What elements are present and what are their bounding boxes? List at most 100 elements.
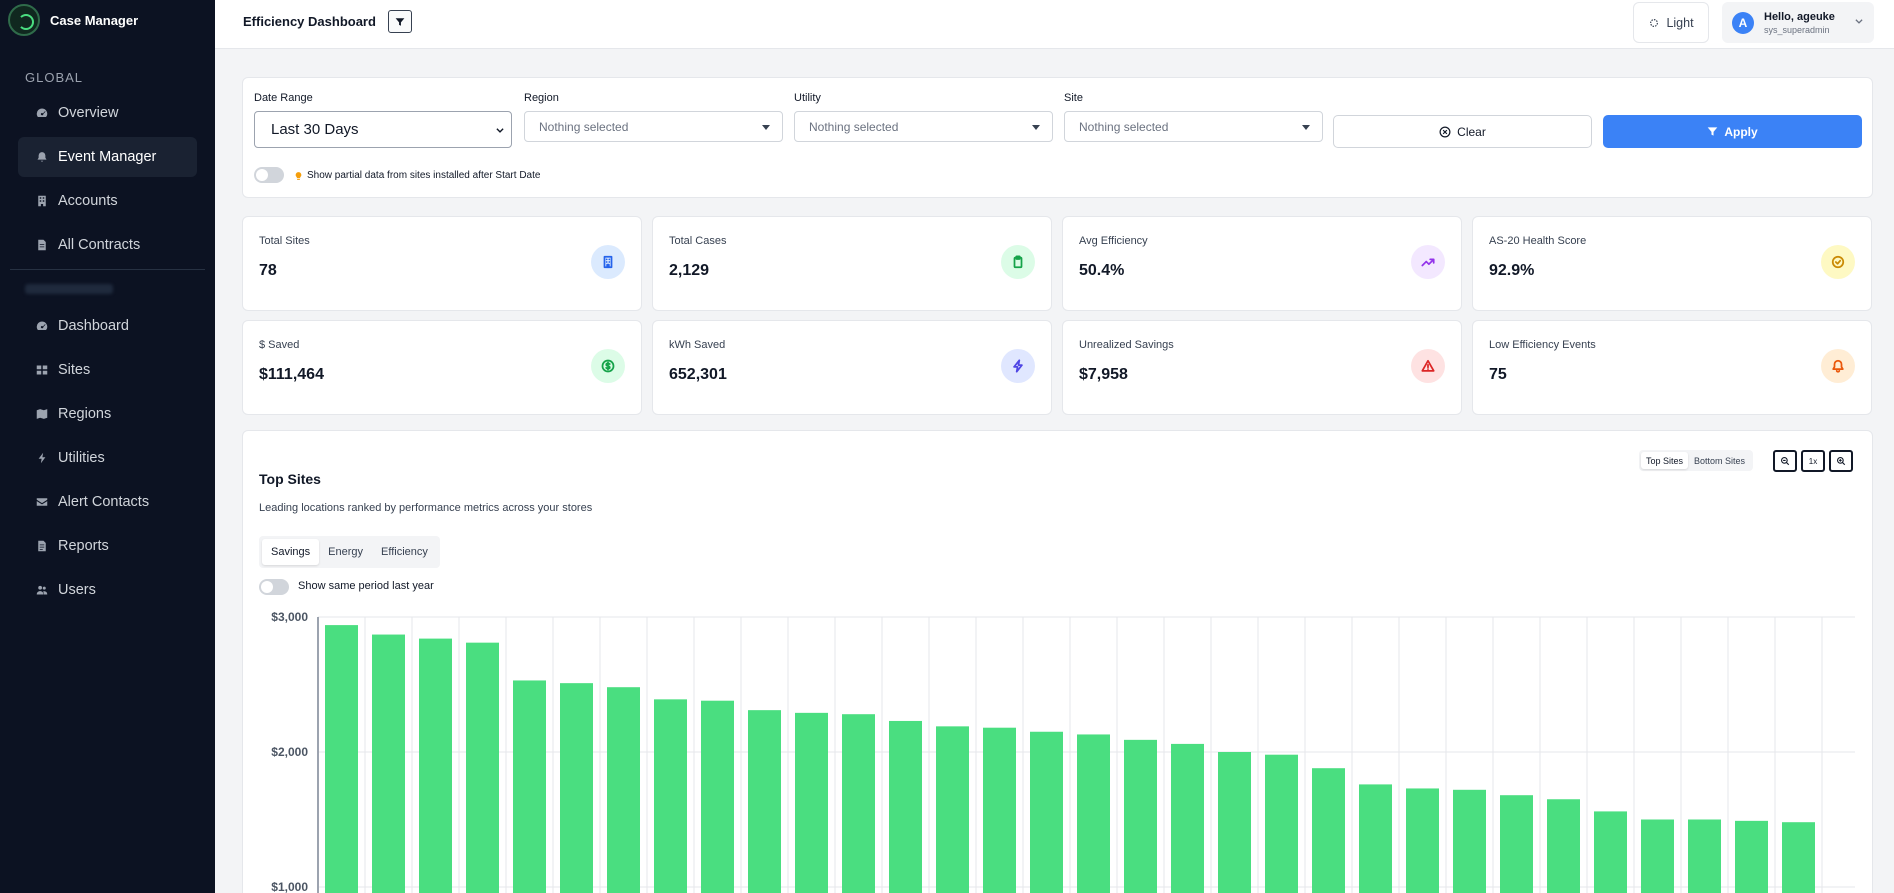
- sidebar-item-label: Reports: [58, 538, 109, 554]
- bar[interactable]: [1547, 799, 1580, 893]
- users-icon: [36, 584, 48, 596]
- sidebar: Case Manager GLOBAL Overview Event Manag…: [0, 0, 215, 893]
- bar[interactable]: [1641, 819, 1674, 893]
- user-menu[interactable]: A Hello, ageuke sys_superadmin: [1722, 2, 1874, 43]
- stat-value: 92.9%: [1489, 262, 1535, 279]
- chart-title: Top Sites: [259, 471, 321, 487]
- org-nav: Dashboard Sites Regions Utilities Alert …: [0, 306, 215, 610]
- sidebar-item-overview[interactable]: Overview: [18, 93, 197, 133]
- bar[interactable]: [654, 699, 687, 893]
- bar[interactable]: [936, 726, 969, 893]
- sidebar-item-label: Sites: [58, 362, 91, 378]
- zoom-in-button[interactable]: [1829, 450, 1853, 472]
- tab-savings[interactable]: Savings: [262, 539, 320, 565]
- sidebar-item-utilities[interactable]: Utilities: [18, 438, 197, 478]
- bar[interactable]: [701, 700, 734, 893]
- region-select[interactable]: Nothing selected: [524, 111, 783, 142]
- partial-data-toggle[interactable]: [254, 167, 284, 183]
- bar[interactable]: [1406, 788, 1439, 893]
- sidebar-item-regions[interactable]: Regions: [18, 394, 197, 434]
- bar[interactable]: [560, 683, 593, 893]
- metric-tabs: Savings Energy Efficiency: [259, 536, 440, 568]
- stat-card-health-score: AS-20 Health Score 92.9%: [1472, 216, 1872, 311]
- savings-bar-chart: $3,000 $2,000 $1,000: [271, 610, 1855, 893]
- bar[interactable]: [1218, 752, 1251, 893]
- bar[interactable]: [1265, 754, 1298, 893]
- sidebar-item-users[interactable]: Users: [18, 570, 197, 610]
- filter-icon: [395, 17, 405, 26]
- y-tick-label: $3,000: [271, 610, 308, 624]
- bar[interactable]: [1171, 743, 1204, 893]
- bar[interactable]: [1124, 739, 1157, 893]
- bar[interactable]: [325, 625, 358, 893]
- bar[interactable]: [1030, 731, 1063, 893]
- bar[interactable]: [1359, 784, 1392, 893]
- bar[interactable]: [1077, 734, 1110, 893]
- section-label-global: GLOBAL: [25, 70, 84, 85]
- bar[interactable]: [419, 638, 452, 893]
- partial-data-text: Show partial data from sites installed a…: [307, 170, 541, 181]
- sidebar-item-all-contracts[interactable]: All Contracts: [18, 225, 197, 265]
- bar[interactable]: [1500, 795, 1533, 893]
- tab-efficiency[interactable]: Efficiency: [381, 546, 428, 558]
- sidebar-item-alert-contacts[interactable]: Alert Contacts: [18, 482, 197, 522]
- sidebar-item-label: Regions: [58, 406, 112, 422]
- tab-bottom-sites[interactable]: Bottom Sites: [1694, 455, 1746, 466]
- bell-icon: [1821, 349, 1855, 383]
- stat-label: Total Cases: [669, 235, 727, 247]
- last-year-toggle[interactable]: [259, 579, 289, 595]
- bar[interactable]: [842, 714, 875, 893]
- zoom-out-button[interactable]: [1773, 450, 1797, 472]
- stat-card-total-sites: Total Sites 78: [242, 216, 642, 311]
- bar[interactable]: [1782, 822, 1815, 893]
- bar[interactable]: [607, 687, 640, 893]
- sidebar-item-sites[interactable]: Sites: [18, 350, 197, 390]
- region-value: Nothing selected: [539, 119, 629, 134]
- sidebar-item-accounts[interactable]: Accounts: [18, 181, 197, 221]
- partial-data-note: Show partial data from sites installed a…: [294, 170, 540, 181]
- bar[interactable]: [889, 720, 922, 893]
- filter-toggle-button[interactable]: [388, 10, 412, 33]
- stat-value: 652,301: [669, 366, 727, 383]
- zoom-in-icon: [1837, 457, 1846, 466]
- building-icon: [591, 245, 625, 279]
- tab-top-sites[interactable]: Top Sites: [1641, 452, 1689, 469]
- site-label: Site: [1064, 92, 1083, 104]
- sidebar-item-dashboard[interactable]: Dashboard: [18, 306, 197, 346]
- bar[interactable]: [983, 727, 1016, 893]
- apply-button[interactable]: Apply: [1603, 115, 1862, 148]
- date-range-select[interactable]: Last 30 Days: [254, 111, 512, 148]
- tab-energy[interactable]: Energy: [328, 546, 363, 558]
- region-label: Region: [524, 92, 559, 104]
- zoom-reset-button[interactable]: 1x: [1801, 450, 1825, 472]
- bar[interactable]: [513, 680, 546, 893]
- brand[interactable]: Case Manager: [0, 0, 215, 40]
- stat-label: AS-20 Health Score: [1489, 235, 1587, 247]
- utility-value: Nothing selected: [809, 119, 899, 134]
- site-select[interactable]: Nothing selected: [1064, 111, 1323, 142]
- clear-button[interactable]: Clear: [1333, 115, 1592, 148]
- bar[interactable]: [1688, 819, 1721, 893]
- stat-label: Low Efficiency Events: [1489, 339, 1596, 351]
- date-range-value: Last 30 Days: [271, 121, 359, 138]
- stat-card-unrealized-savings: Unrealized Savings $7,958: [1062, 320, 1462, 415]
- grid-icon: [36, 364, 48, 376]
- bar[interactable]: [748, 710, 781, 893]
- sidebar-item-event-manager[interactable]: Event Manager: [18, 137, 197, 177]
- bar[interactable]: [1594, 811, 1627, 893]
- bar[interactable]: [372, 634, 405, 893]
- sidebar-item-label: Dashboard: [58, 318, 129, 334]
- stat-value: 75: [1489, 366, 1507, 383]
- trending-up-icon: [1411, 245, 1445, 279]
- bar[interactable]: [466, 642, 499, 893]
- sidebar-item-reports[interactable]: Reports: [18, 526, 197, 566]
- bar[interactable]: [795, 712, 828, 893]
- bar[interactable]: [1735, 820, 1768, 893]
- stat-card-low-efficiency-events: Low Efficiency Events 75: [1472, 320, 1872, 415]
- filter-icon: [1708, 127, 1718, 136]
- avatar: A: [1732, 11, 1754, 34]
- bar[interactable]: [1312, 768, 1345, 893]
- utility-select[interactable]: Nothing selected: [794, 111, 1053, 142]
- bar[interactable]: [1453, 789, 1486, 893]
- theme-toggle-button[interactable]: Light: [1633, 2, 1709, 43]
